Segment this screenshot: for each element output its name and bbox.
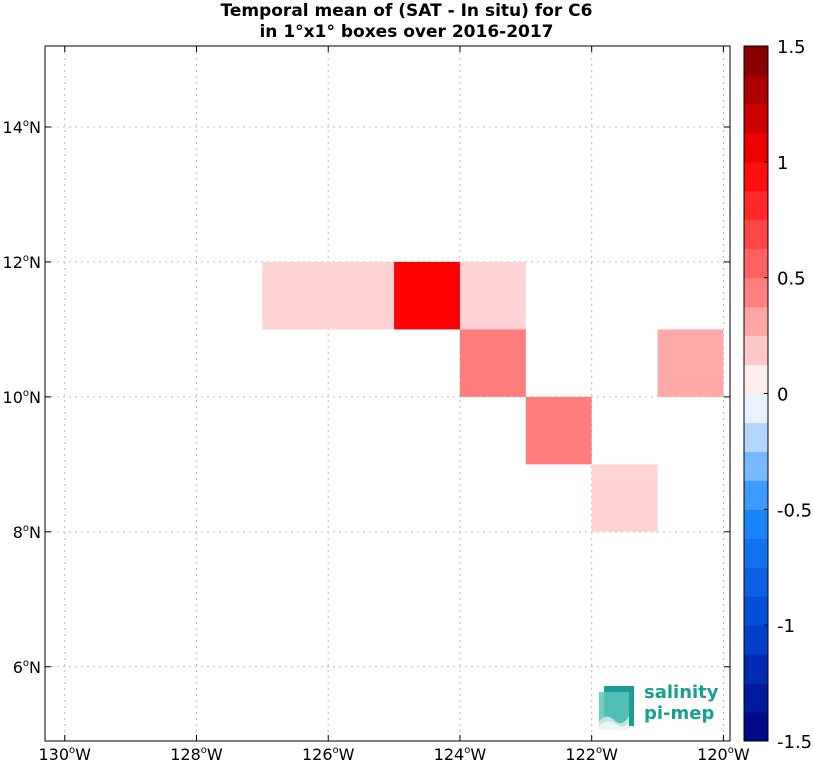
- logo-text-salinity: salinity: [644, 682, 719, 703]
- colorbar-segment: [744, 219, 768, 250]
- lon-tick-label: 124oW: [434, 745, 487, 763]
- salinity-pi-mep-logo: salinity pi-mep: [596, 682, 726, 732]
- logo-text-pi-mep: pi-mep: [644, 703, 715, 724]
- colorbar-tick-label: -1: [777, 616, 795, 637]
- colorbar-segment: [744, 480, 768, 510]
- wave-logo-icon: [599, 686, 634, 730]
- colorbar-segment: [744, 335, 768, 366]
- colorbar-segment: [744, 683, 768, 713]
- colorbar-segment: [744, 306, 768, 337]
- colorbar-segment: [744, 277, 768, 308]
- data-box: [394, 261, 460, 330]
- data-box: [262, 261, 329, 330]
- lat-tick-label: 6oN: [13, 658, 41, 677]
- colorbar-segment: [744, 422, 768, 452]
- colorbar-segment: [744, 132, 768, 163]
- data-box: [591, 464, 658, 532]
- colorbar-segment: [744, 74, 768, 105]
- map-frame: [44, 45, 731, 742]
- data-box: [657, 329, 724, 397]
- colorbar-segment: [744, 538, 768, 568]
- colorbar-tick-label: 0: [777, 385, 788, 406]
- colorbar-segment: [744, 248, 768, 279]
- lat-tick-label: 14oN: [3, 118, 41, 137]
- colorbar-segment: [744, 712, 768, 742]
- colorbar-tick-label: 1: [777, 153, 788, 174]
- data-box: [459, 329, 526, 397]
- lon-tick-label: 122oW: [565, 745, 618, 763]
- colorbar-segment: [744, 509, 768, 539]
- colorbar-segment: [744, 190, 768, 221]
- colorbar-segment: [744, 393, 768, 423]
- lon-tick-label: 126oW: [302, 745, 355, 763]
- data-box: [459, 261, 526, 330]
- colorbar-tick-label: -1.5: [777, 732, 812, 753]
- colorbar-tick-label: -0.5: [777, 500, 812, 521]
- lon-tick-label: 128oW: [170, 745, 223, 763]
- lat-tick-label: 10oN: [3, 388, 41, 407]
- colorbar-segment: [744, 567, 768, 597]
- data-box: [328, 261, 395, 330]
- colorbar-segment: [744, 161, 768, 192]
- lon-tick-label: 120oW: [697, 745, 750, 763]
- colorbar-tick-label: 1.5: [777, 37, 806, 58]
- colorbar-segment: [744, 103, 768, 134]
- lon-tick-label: 130oW: [39, 745, 92, 763]
- colorbar-tick-label: 0.5: [777, 269, 806, 290]
- map-title-line1: Temporal mean of (SAT - In situ) for C6: [220, 1, 593, 21]
- lat-tick-label: 8oN: [13, 523, 41, 542]
- colorbar-segment: [744, 46, 768, 76]
- map-title-line2: in 1°x1° boxes over 2016-2017: [259, 22, 554, 42]
- colorbar-segment: [744, 625, 768, 655]
- data-box: [525, 396, 592, 465]
- lat-tick-label: 12oN: [3, 253, 41, 272]
- colorbar-segment: [744, 654, 768, 684]
- colorbar-segment: [744, 364, 768, 394]
- colorbar-segment: [744, 451, 768, 481]
- colorbar-segment: [744, 596, 768, 626]
